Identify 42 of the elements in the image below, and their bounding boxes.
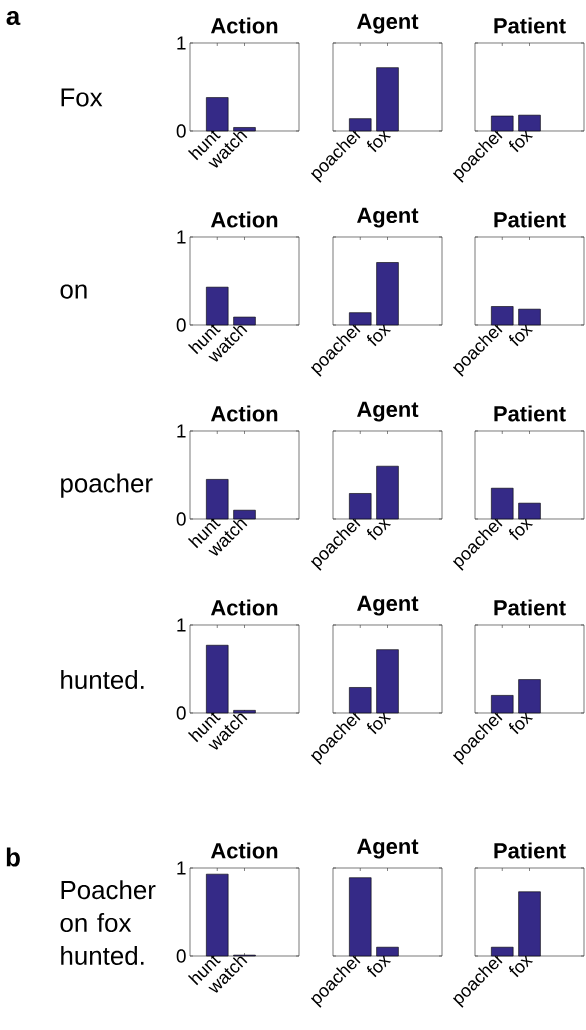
chart-title: Patient: [494, 211, 566, 228]
chart-title: Patient: [494, 599, 566, 616]
y-tick-label: 0: [176, 949, 186, 963]
y-axis-title: Poacher on fox hunted.: [60, 880, 156, 965]
chart-title: Action: [210, 842, 278, 859]
x-tick-label: fox: [367, 129, 392, 153]
chart-title: Agent: [357, 207, 419, 228]
chart-title: Agent: [357, 401, 419, 422]
chart-title: Action: [210, 405, 278, 422]
chart-title: Agent: [357, 838, 419, 859]
chart-title: Agent: [357, 13, 419, 34]
text: b: [6, 847, 20, 867]
y-tick-label: 0: [176, 124, 186, 138]
y-tick-label: 0: [176, 512, 186, 526]
chart-title: Action: [210, 211, 278, 228]
y-axis-title: on: [60, 284, 87, 299]
x-tick-label: fox: [367, 954, 392, 978]
x-tick-label: fox: [509, 711, 534, 735]
y-axis-title: hunted.: [61, 670, 144, 690]
y-tick-label: 1: [177, 424, 186, 438]
x-tick-label: fox: [367, 323, 392, 347]
chart-title: Action: [210, 599, 278, 616]
x-tick-label: fox: [509, 517, 534, 541]
y-tick-label: 1: [177, 618, 186, 632]
chart-title: Patient: [494, 405, 566, 422]
x-tick-label: fox: [509, 323, 534, 347]
chart-title: Action: [210, 17, 278, 34]
y-axis-title: poacher: [61, 473, 153, 498]
chart-title: Patient: [494, 842, 566, 859]
y-tick-label: 1: [177, 230, 186, 244]
y-tick-label: 1: [177, 861, 186, 875]
x-tick-label: fox: [367, 517, 392, 541]
y-axis-title: Fox: [61, 88, 103, 107]
x-tick-label: fox: [367, 711, 392, 735]
y-tick-label: 0: [176, 318, 186, 332]
y-tick-label: 0: [176, 706, 186, 720]
chart-title: Patient: [494, 17, 566, 34]
x-tick-label: fox: [509, 954, 534, 978]
y-tick-label: 1: [177, 36, 186, 50]
text: a: [6, 10, 21, 26]
chart-title: Agent: [357, 595, 419, 616]
x-tick-label: fox: [509, 129, 534, 153]
